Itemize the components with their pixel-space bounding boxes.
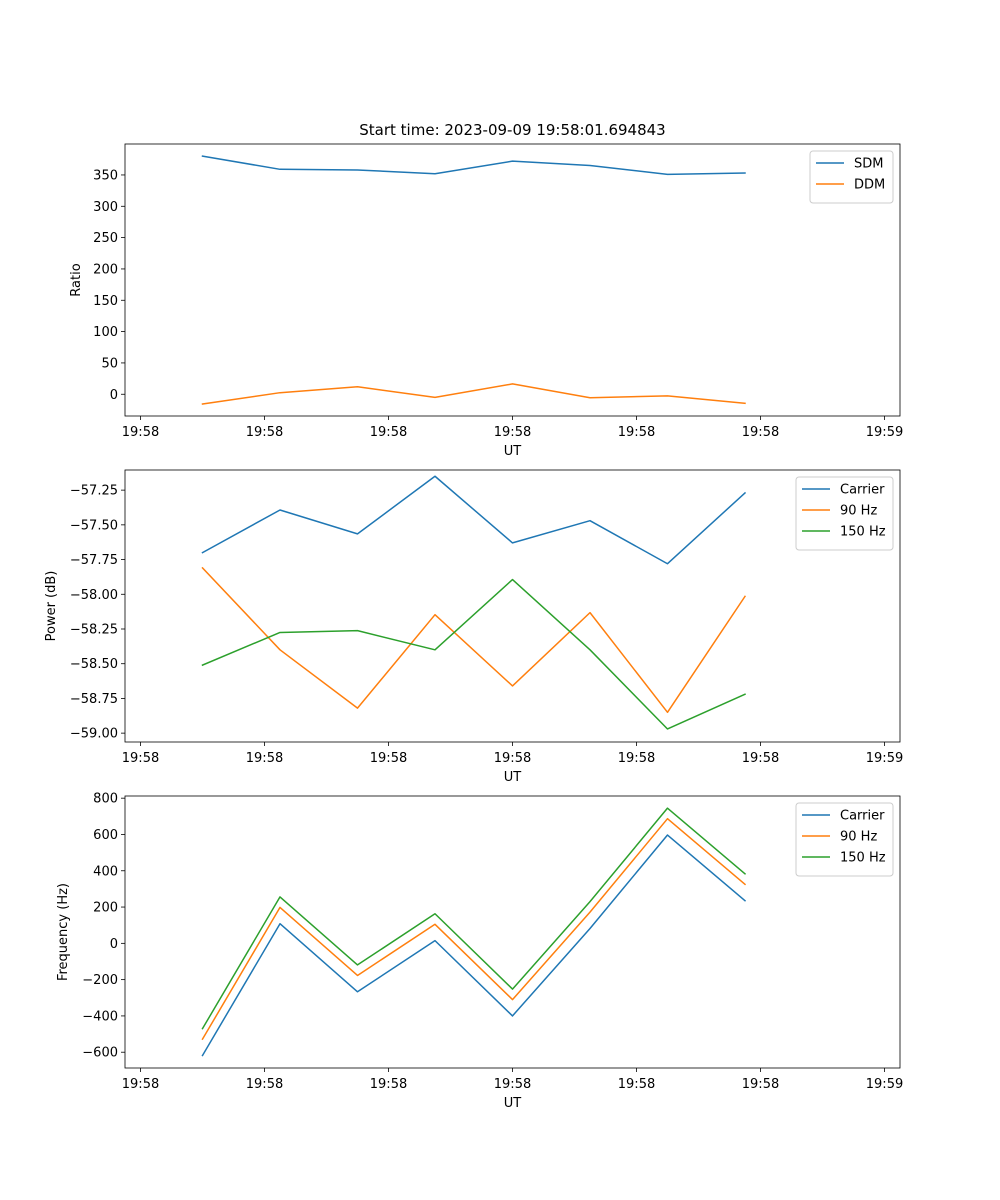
series-line-90-hz (201, 566, 747, 714)
y-axis-label: Power (dB) (44, 571, 59, 642)
series-line-carrier (201, 834, 747, 1057)
x-tick-label: 19:58 (742, 425, 779, 440)
x-tick-label: 19:58 (246, 1077, 283, 1092)
ratio-subplot: 19:58 19:58 19:58 19:58 19:58 19:58 19:59 0 50 10… (69, 121, 903, 459)
y-tick-label: −57.50 (70, 518, 118, 533)
x-tick-label: 19:58 (618, 1077, 655, 1092)
chart-title: Start time: 2023-09-09 19:58:01.694843 (359, 121, 665, 139)
legend-label: DDM (854, 178, 885, 193)
y-axis-label: Frequency (Hz) (56, 883, 71, 981)
x-tick-label: 19:58 (618, 751, 655, 766)
power-subplot: 19:58 19:58 19:58 19:58 19:58 19:58 19:59 −59.0… (44, 469, 903, 785)
y-tick-label: −400 (82, 1009, 118, 1024)
y-tick-label: 200 (93, 901, 118, 916)
x-tick-label: 19:58 (122, 425, 159, 440)
x-tick-label: 19:58 (122, 1077, 159, 1092)
y-tick-label: −600 (82, 1046, 118, 1061)
x-tick-label: 19:58 (742, 1077, 779, 1092)
x-tick-label: 19:59 (866, 425, 903, 440)
y-tick-label: −58.00 (70, 588, 118, 603)
series-line-sdm (201, 155, 746, 176)
y-tick-label: −57.75 (70, 553, 118, 568)
x-tick-label: 19:59 (866, 1077, 903, 1092)
legend: Carrier 90 Hz 150 Hz (795, 802, 894, 877)
legend-label: 90 Hz (840, 830, 877, 845)
series-line-150-hz (201, 578, 746, 730)
y-tick-label: 250 (93, 231, 118, 246)
y-tick-label: 600 (93, 828, 118, 843)
x-tick-label: 19:58 (246, 425, 283, 440)
x-tick-label: 19:58 (494, 751, 531, 766)
x-axis-label: UT (504, 444, 522, 459)
x-tick-label: 19:59 (866, 751, 903, 766)
y-tick-label: 0 (110, 937, 118, 952)
x-tick-label: 19:58 (494, 1077, 531, 1092)
y-tick-label: −57.25 (70, 484, 118, 499)
legend-label: 90 Hz (840, 504, 877, 519)
y-tick-label: −58.50 (70, 657, 118, 672)
x-tick-label: 19:58 (370, 751, 407, 766)
legend-label: SDM (854, 157, 883, 172)
frequency-subplot: 19:58 19:58 19:58 19:58 19:58 19:58 19:59 −600 −… (56, 792, 903, 1111)
y-tick-label: −59.00 (70, 727, 118, 742)
y-axis-label: Ratio (69, 263, 84, 296)
x-axis-label: UT (504, 770, 522, 785)
y-tick-label: −200 (82, 973, 118, 988)
legend-box (809, 150, 894, 204)
y-tick-label: −58.25 (70, 622, 118, 637)
y-tick-label: 150 (93, 294, 118, 309)
legend: SDM DDM (809, 150, 894, 204)
legend-label: 150 Hz (840, 851, 886, 866)
legend-label: 150 Hz (840, 525, 886, 540)
x-tick-label: 19:58 (246, 751, 283, 766)
series-line-ddm (201, 383, 746, 405)
y-tick-label: −58.75 (70, 692, 118, 707)
x-axis-label: UT (504, 1096, 522, 1111)
y-tick-label: 50 (101, 356, 118, 371)
y-tick-label: 400 (93, 864, 118, 879)
y-tick-label: 350 (93, 168, 118, 183)
x-tick-label: 19:58 (494, 425, 531, 440)
series-line-carrier (201, 475, 747, 565)
y-tick-label: 0 (110, 388, 118, 403)
series-line-150-hz (201, 807, 747, 1030)
x-tick-label: 19:58 (370, 425, 407, 440)
y-tick-label: 300 (93, 200, 118, 215)
series-line-90-hz (201, 817, 747, 1041)
x-tick-label: 19:58 (122, 751, 159, 766)
x-tick-label: 19:58 (742, 751, 779, 766)
y-tick-label: 200 (93, 262, 118, 277)
legend-label: Carrier (840, 809, 885, 824)
y-tick-label: 800 (93, 792, 118, 807)
x-tick-label: 19:58 (618, 425, 655, 440)
x-tick-label: 19:58 (370, 1077, 407, 1092)
legend: Carrier 90 Hz 150 Hz (795, 476, 894, 551)
legend-label: Carrier (840, 483, 885, 498)
y-tick-label: 100 (93, 325, 118, 340)
